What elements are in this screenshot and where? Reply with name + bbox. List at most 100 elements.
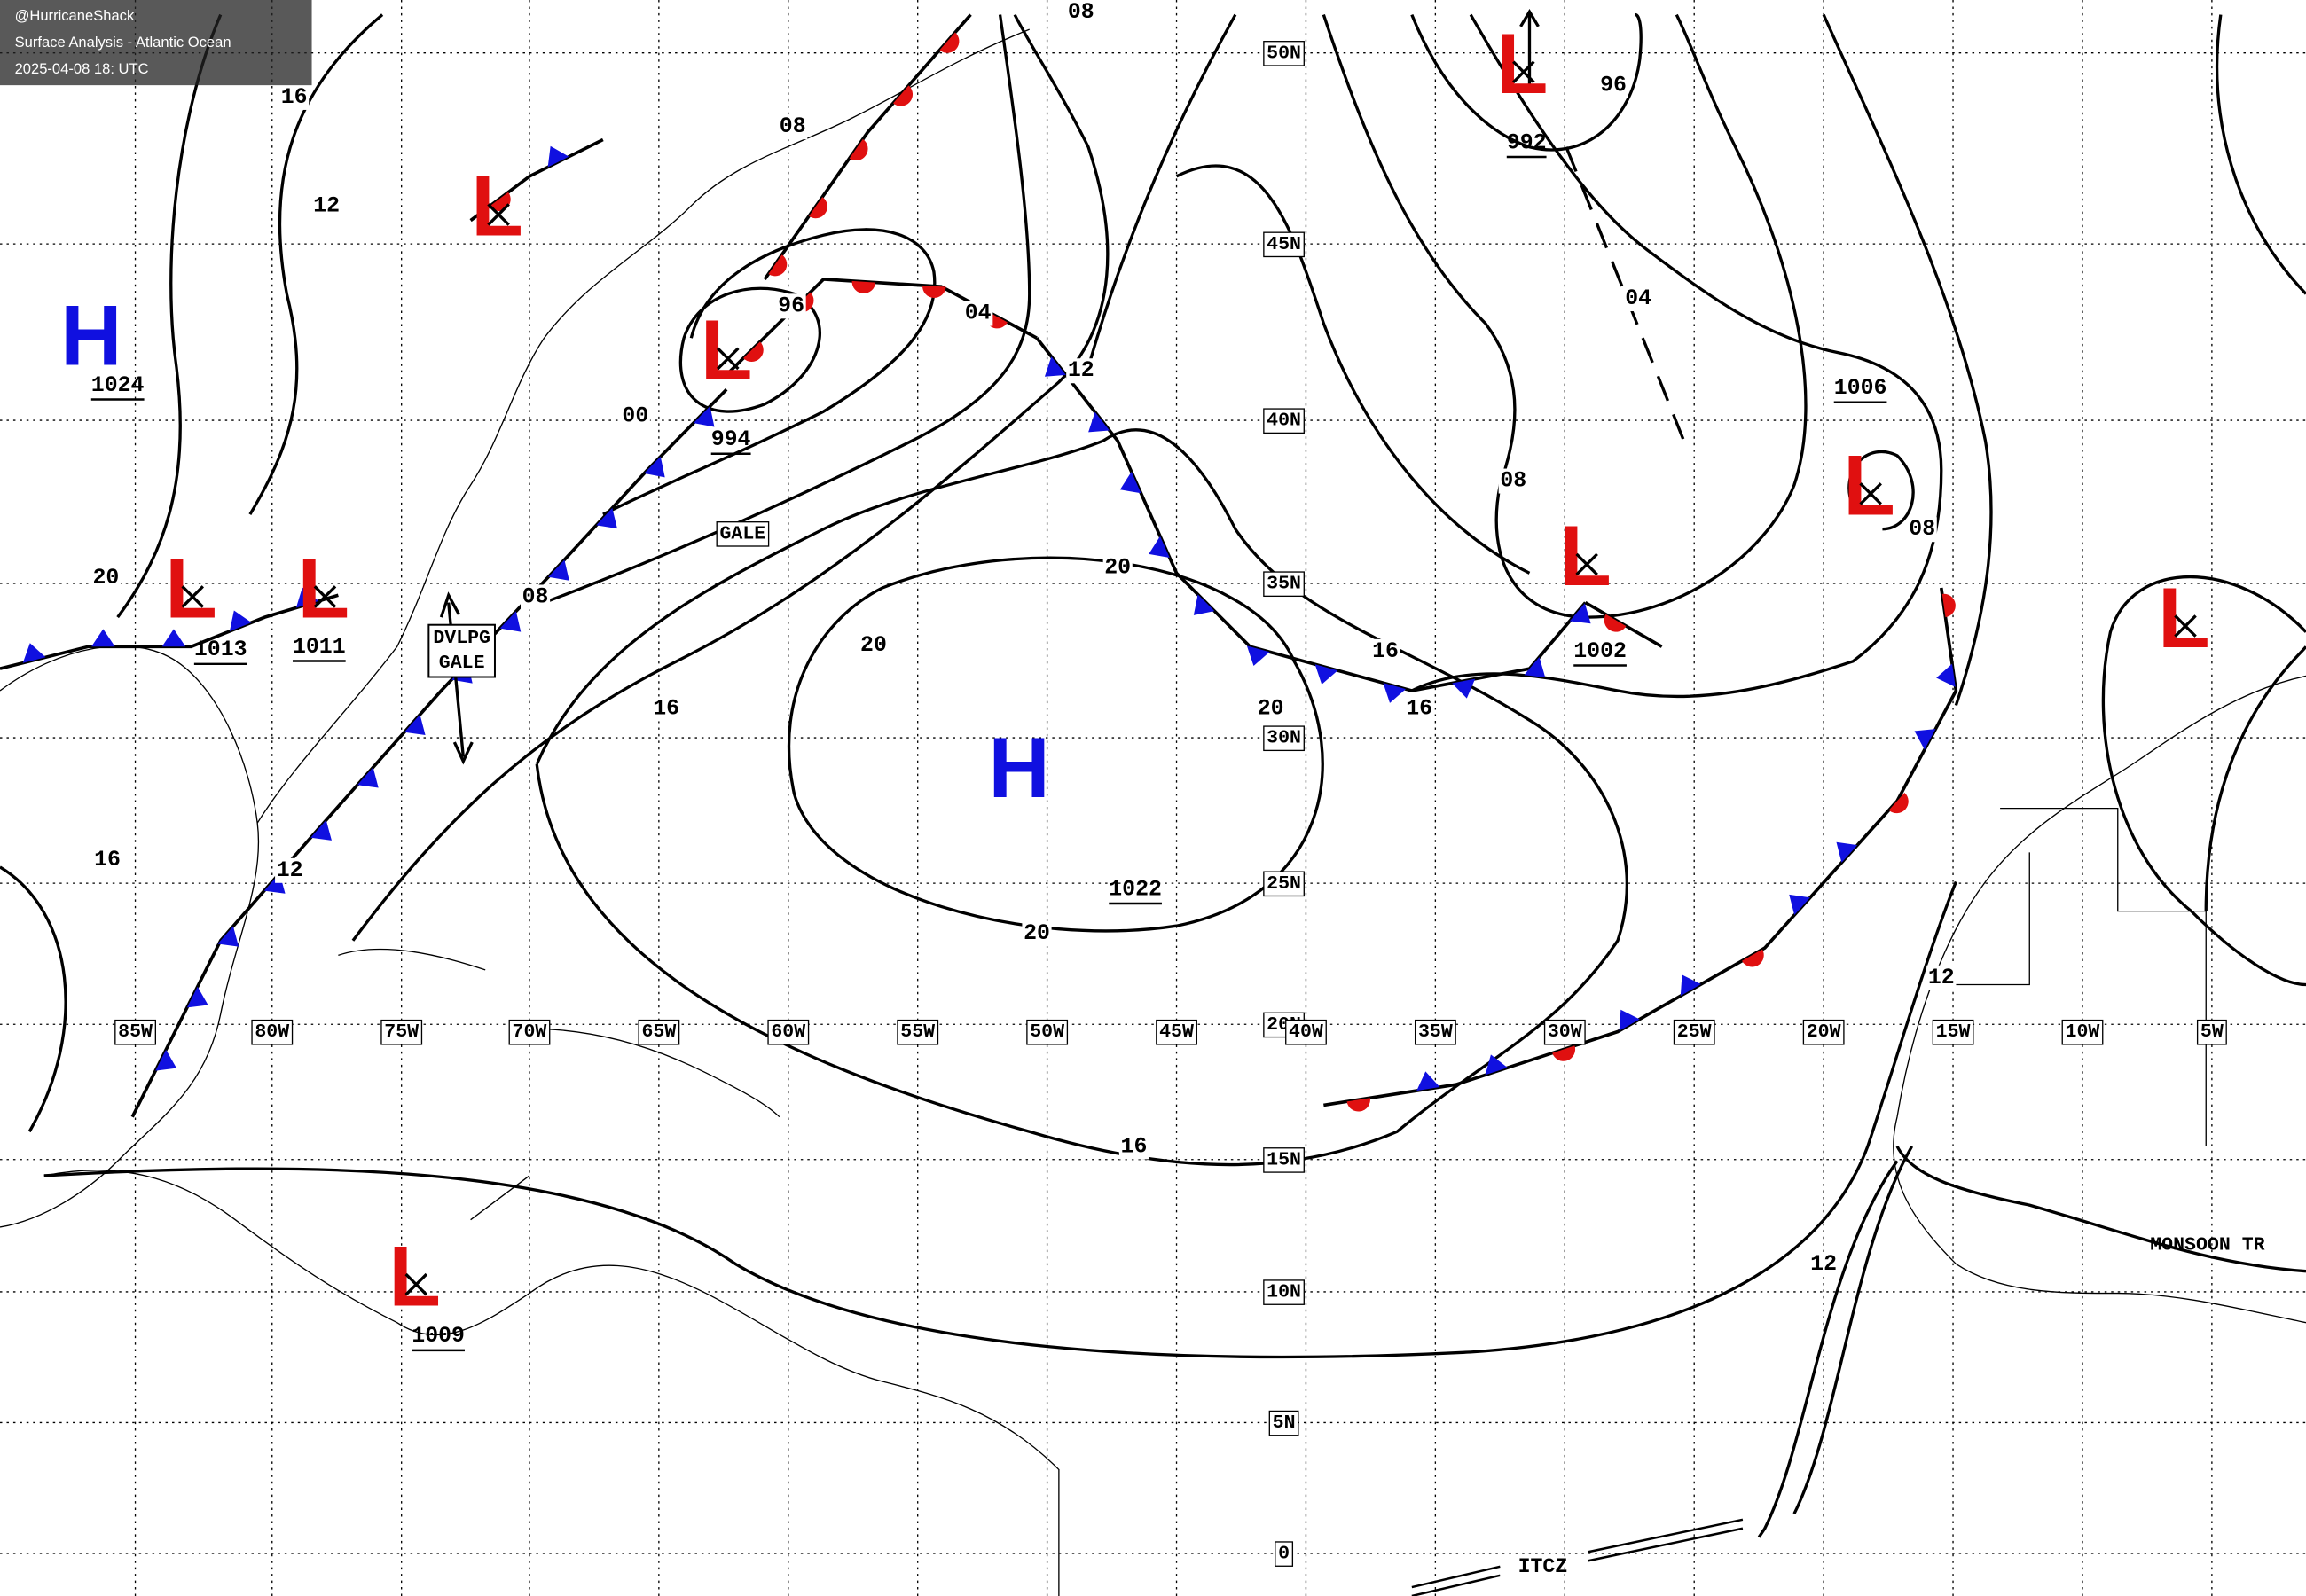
isobar-label-bg: [1623, 286, 1653, 312]
isobar-label-bg: [520, 584, 551, 610]
cold-front-symbol: [1044, 356, 1066, 377]
latitude-label: 45N: [1267, 234, 1301, 255]
cold-front-symbol: [1119, 472, 1141, 494]
cold-front-symbol: [1383, 683, 1407, 703]
isobar-label: 20: [860, 633, 887, 658]
cold-front-symbol: [404, 714, 426, 736]
header-credit: @HurricaneShack: [15, 7, 135, 24]
warm-front-symbol: [939, 32, 960, 53]
longitude-label-box: [1285, 1019, 1327, 1045]
isobar-label-bg: [1404, 696, 1434, 722]
isobar-label-bg: [279, 84, 310, 110]
latitude-label: 50N: [1267, 43, 1301, 64]
isobar-label: 16: [1121, 1134, 1148, 1159]
low-center-mark: [181, 585, 204, 608]
isobar-label: 16: [653, 696, 679, 721]
isobar: [1822, 13, 1993, 707]
warm-front-symbol: [849, 138, 868, 161]
isobar-label: 96: [778, 293, 804, 318]
longitude-label: 45W: [1159, 1021, 1194, 1043]
cold-front-symbol: [1193, 594, 1215, 615]
isobar-label: 1006: [1834, 376, 1887, 401]
low-center-mark: [404, 1272, 428, 1296]
longitude-label: 65W: [641, 1021, 676, 1043]
coastline: [1893, 675, 2306, 1324]
warm-front-symbol: [922, 285, 946, 298]
motion-arrows: [439, 9, 1540, 765]
cold-front-symbol: [1314, 664, 1338, 685]
front-line: [0, 593, 339, 670]
latitude-label: 30N: [1267, 728, 1301, 749]
cold-front-symbol: [547, 145, 569, 168]
warm-front-symbol: [1941, 593, 1956, 618]
isobar-label: 12: [1068, 358, 1094, 383]
cold-front-symbol: [22, 643, 46, 663]
isobar-label: 08: [1500, 469, 1526, 494]
latitude-label-box: [1263, 871, 1305, 897]
isobar-label-bg: [1832, 376, 1889, 402]
isobar-label-bg: [620, 403, 650, 429]
longitude-label-box: [114, 1019, 156, 1045]
latitude-label-box: [1268, 1410, 1299, 1436]
isobar-label-bg: [1498, 468, 1528, 494]
cold-front-symbol: [644, 456, 665, 478]
isobar-label-bg: [651, 696, 681, 722]
warm-front-symbol: [1346, 1098, 1370, 1112]
gale-label: GALE: [719, 523, 765, 544]
latitude-label: 5N: [1273, 1412, 1296, 1434]
cold-front-symbol: [1680, 974, 1701, 997]
latitude-label: 40N: [1267, 411, 1301, 432]
isobar-label: 00: [622, 404, 648, 429]
longitude-label-box: [1932, 1019, 1974, 1045]
isobar: [0, 865, 1957, 1359]
latitude-label-box: [1263, 41, 1305, 66]
isobar-label: 08: [780, 114, 806, 139]
coastline: [0, 645, 260, 1228]
longitude-label: 20W: [1807, 1021, 1841, 1043]
latitude-label-box: [1263, 1147, 1305, 1173]
isobar-label-bg: [1066, 0, 1096, 25]
warm-front-symbol: [743, 341, 764, 362]
longitude-label-box: [1026, 1019, 1069, 1045]
cold-front-symbol: [1569, 603, 1591, 624]
low-center-mark: [487, 203, 510, 226]
pressure-center-symbol: L: [1843, 439, 1895, 534]
itcz-line: [1411, 1565, 1501, 1596]
itcz-label: ITCZ: [1518, 1555, 1568, 1578]
isobar-label-bg: [90, 565, 121, 591]
pressure-center-symbol: H: [60, 289, 122, 384]
isobar-label-bg: [1066, 358, 1096, 384]
low-center-mark: [313, 585, 337, 608]
isobars: [0, 12, 2306, 1538]
cold-front-symbol: [1088, 411, 1110, 433]
cold-front-symbol: [1149, 536, 1170, 558]
isobar-label: 20: [92, 566, 119, 591]
isobar-label-bg: [1808, 1251, 1839, 1277]
developing-gale-box: [427, 623, 496, 678]
isobar-label-bg: [1102, 555, 1133, 581]
latitude-label-box: [1263, 408, 1305, 434]
cold-front-symbol: [596, 507, 617, 529]
low-center-mark: [1575, 552, 1598, 576]
warm-front-symbol: [1741, 949, 1764, 967]
pressure-center-symbol: L: [1559, 509, 1612, 604]
isobar-label: 96: [1600, 74, 1627, 98]
pressure-center-symbol: L: [165, 542, 217, 637]
cold-front-symbol: [161, 629, 186, 647]
isobar: [678, 286, 821, 413]
coastline: [43, 1170, 1060, 1596]
coastline: [256, 28, 1030, 824]
longitude-label: 80W: [255, 1021, 289, 1043]
cold-front-symbol: [1416, 1071, 1440, 1091]
central-pressure: 1013: [194, 638, 247, 662]
itcz-line: [1588, 1518, 1744, 1562]
cold-front-symbol: [1936, 663, 1956, 687]
latitude-label: 25N: [1267, 873, 1301, 895]
isobar-label-bg: [778, 114, 808, 140]
longitude-label-box: [638, 1019, 680, 1045]
border: [1956, 807, 2207, 1146]
isobar-label-bg: [1118, 1134, 1149, 1160]
central-pressure: 1009: [412, 1324, 465, 1349]
isobar-label: 04: [965, 301, 992, 326]
